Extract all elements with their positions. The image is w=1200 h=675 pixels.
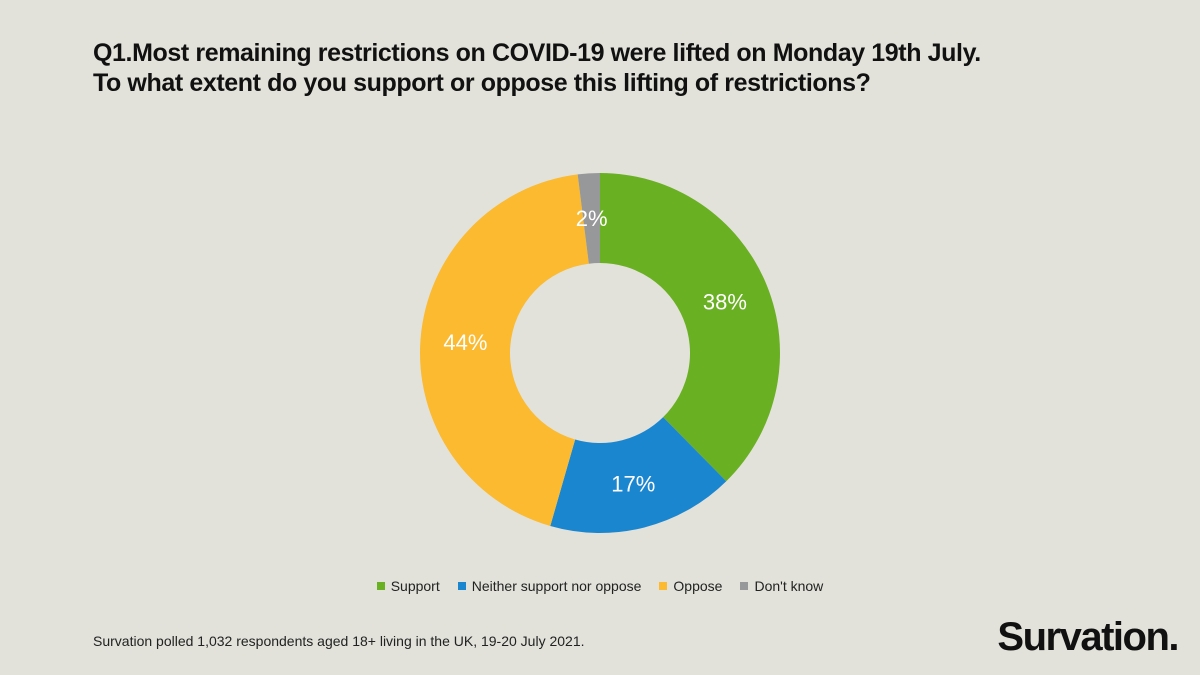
chart-title-line-1: Q1.Most remaining restrictions on COVID-… (93, 39, 981, 67)
survation-logo: Survation. (997, 615, 1179, 659)
legend-label-don-t-know: Don't know (754, 578, 824, 594)
legend-item-support: Support (376, 578, 440, 594)
slice-support (600, 173, 780, 482)
legend-swatch-neither-support-nor-oppose (457, 582, 466, 590)
slice-neither-support-nor-oppose (550, 417, 727, 534)
footnote: Survation polled 1,032 respondents aged … (93, 633, 585, 649)
slice-don-t-know (577, 173, 600, 264)
legend-label-support: Support (390, 578, 440, 594)
legend-label-oppose: Oppose (673, 578, 723, 594)
legend-item-don-t-know: Don't know (740, 578, 823, 594)
legend-item-neither-support-nor-oppose: Neither support nor oppose (457, 578, 642, 594)
legend-swatch-oppose (659, 582, 668, 590)
data-label-neither-support-nor-oppose: 17% (611, 471, 655, 496)
chart-legend: Support Neither support nor oppose Oppose D… (0, 578, 1200, 594)
chart-title: Q1.Most remaining restrictions on COVID-… (93, 38, 1093, 98)
slice-oppose (419, 174, 589, 526)
chart-title-line-2: To what extent do you support or oppose … (93, 69, 871, 97)
legend-label-neither-support-nor-oppose: Neither support nor oppose (471, 578, 642, 594)
legend-swatch-don-t-know (740, 582, 749, 590)
legend-item-oppose: Oppose (659, 578, 722, 594)
data-label-oppose: 44% (443, 330, 487, 355)
legend-swatch-support (376, 582, 385, 590)
data-label-don-t-know: 2% (576, 206, 608, 231)
data-label-support: 38% (703, 289, 747, 314)
